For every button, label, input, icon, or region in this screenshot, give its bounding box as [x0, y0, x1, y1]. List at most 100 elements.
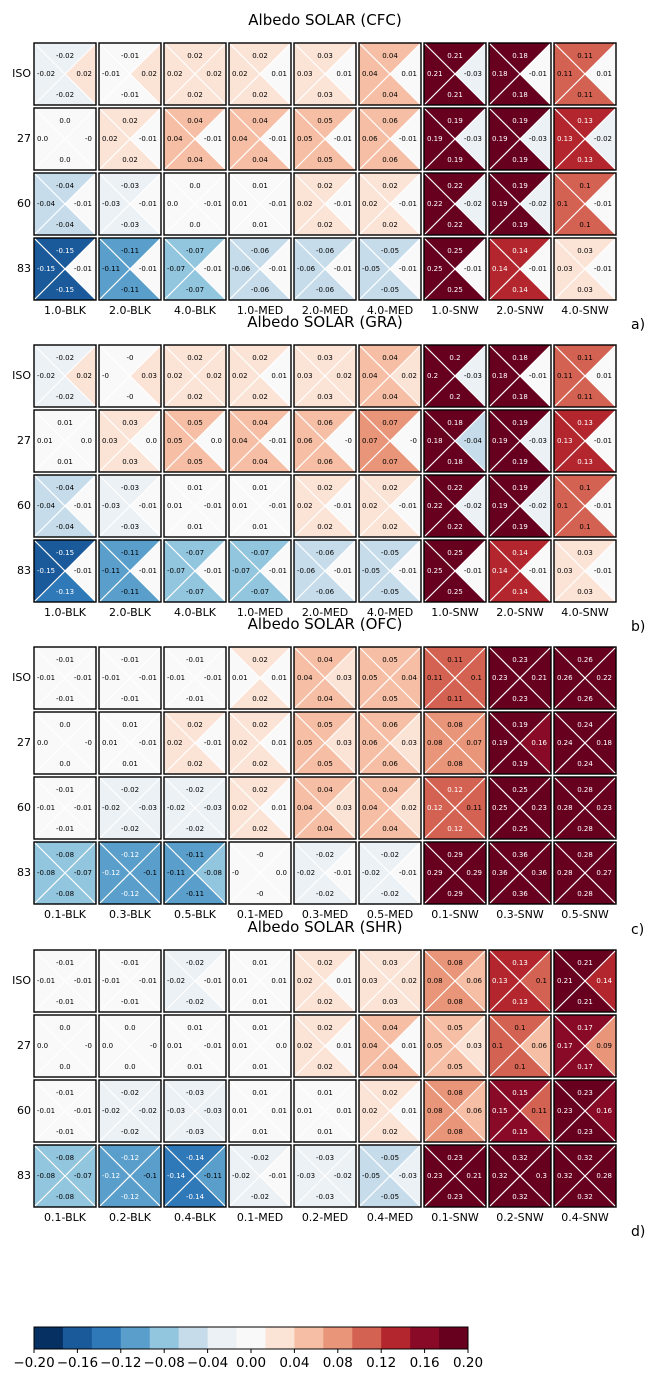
cell-border	[488, 711, 552, 775]
cell-border	[488, 841, 552, 905]
cell-diagonal	[228, 474, 292, 538]
panel-label: a)	[631, 317, 645, 333]
cell-value-label: 0.05	[297, 739, 313, 747]
cell-triangle-right	[325, 1080, 356, 1142]
cell-triangle-left	[229, 475, 260, 537]
cell-value-label: 0.08	[447, 1089, 463, 1097]
cell-triangle-bottom	[359, 139, 421, 170]
cell-border	[228, 474, 292, 538]
cell-triangle-bottom	[294, 571, 356, 602]
cell-value-label: 0.01	[271, 739, 287, 747]
cell-triangle-left	[424, 842, 455, 904]
cell-value-label: 0.3	[536, 1172, 547, 1180]
cell-triangle-bottom	[554, 269, 616, 300]
cell-value-label: -0.03	[464, 135, 482, 143]
cell-triangle-left	[424, 475, 455, 537]
cell-diagonal	[488, 539, 552, 603]
cell-value-label: 0.21	[466, 1172, 482, 1180]
cell-value-label: -0.02	[297, 869, 315, 877]
row-label: 83	[17, 866, 31, 879]
cell-value-label: 0.26	[557, 674, 573, 682]
cell-value-label: -0.14	[167, 1172, 186, 1180]
cell-diagonal	[488, 107, 552, 171]
cell-triangle-left	[229, 1080, 260, 1142]
cell-triangle-top	[34, 1080, 96, 1111]
cell-triangle-right	[585, 647, 616, 709]
cell-triangle-right	[520, 950, 551, 1012]
cell-value-label: 0.19	[512, 484, 528, 492]
cell-triangle-bottom	[359, 204, 421, 235]
heatmap-cell: 0.110.010.110.11	[553, 344, 617, 408]
cell-value-label: -0	[257, 890, 264, 898]
cell-border	[553, 711, 617, 775]
cell-border	[228, 1014, 292, 1078]
cell-triangle-bottom	[229, 204, 291, 235]
cell-value-label: -0.01	[139, 502, 157, 510]
cell-value-label: 0.01	[167, 1042, 183, 1050]
cell-diagonal	[553, 409, 617, 473]
heatmap-cell: -0.05-0.03-0.05-0.05	[358, 1144, 422, 1208]
cell-border	[358, 1144, 422, 1208]
cell-value-label: -0.01	[56, 786, 74, 794]
cell-triangle-right	[130, 173, 161, 235]
cell-value-label: -0.03	[102, 200, 120, 208]
cell-value-label: -0.02	[102, 804, 120, 812]
cell-triangle-left	[424, 540, 455, 602]
heatmap-cell: -0.04-0.01-0.04-0.04	[33, 474, 97, 538]
cell-diagonal	[163, 42, 227, 106]
cell-triangle-bottom	[489, 269, 551, 300]
cell-triangle-right	[520, 475, 551, 537]
cell-value-label: -0.03	[121, 221, 139, 229]
cell-triangle-top	[99, 238, 161, 269]
cell-triangle-bottom	[294, 743, 356, 774]
cell-border	[228, 1144, 292, 1208]
cell-value-label: 0.23	[492, 674, 508, 682]
cell-triangle-left	[229, 1015, 260, 1077]
cell-triangle-left	[554, 345, 585, 407]
cell-triangle-bottom	[554, 74, 616, 105]
cell-triangle-top	[489, 647, 551, 678]
cell-value-label: -0.01	[74, 567, 92, 575]
cell-triangle-bottom	[294, 808, 356, 839]
cell-triangle-bottom	[229, 808, 291, 839]
cell-diagonal	[423, 949, 487, 1013]
cell-value-label: 0.1	[492, 1042, 503, 1050]
heatmap-cell: 0.190.160.190.19	[488, 711, 552, 775]
cell-border	[423, 711, 487, 775]
cell-triangle-left	[164, 108, 195, 170]
cell-value-label: 0.22	[427, 200, 443, 208]
cell-value-label: -0.04	[37, 200, 56, 208]
cell-value-label: -0.07	[186, 588, 204, 596]
cell-triangle-left	[34, 173, 65, 235]
cell-triangle-bottom	[554, 376, 616, 407]
cell-value-label: -0.02	[594, 135, 612, 143]
cell-value-label: -0.01	[102, 70, 120, 78]
cell-border	[163, 237, 227, 301]
cell-value-label: 0.03	[317, 91, 333, 99]
heatmap-cell: -0.05-0.01-0.05-0.05	[358, 237, 422, 301]
cell-triangle-top	[164, 410, 226, 441]
cell-value-label: 0.23	[531, 804, 547, 812]
cell-border	[553, 646, 617, 710]
heatmap-cell: 0.240.180.240.24	[553, 711, 617, 775]
cell-triangle-right	[520, 712, 551, 774]
cell-value-label: 0.13	[577, 458, 593, 466]
cell-value-label: -0.03	[464, 70, 482, 78]
cell-triangle-top	[489, 950, 551, 981]
row-label: 27	[17, 1039, 31, 1052]
column-label: 4.0-BLK	[174, 606, 217, 619]
cell-value-label: 0.02	[336, 372, 352, 380]
cell-triangle-left	[34, 647, 65, 709]
cell-triangle-right	[65, 173, 96, 235]
cell-diagonal	[228, 539, 292, 603]
colorbar-segment	[410, 1327, 440, 1349]
cell-diagonal	[553, 237, 617, 301]
cell-triangle-bottom	[294, 269, 356, 300]
cell-triangle-right	[130, 950, 161, 1012]
cell-value-label: 0.19	[512, 523, 528, 531]
cell-diagonal	[163, 1144, 227, 1208]
cell-value-label: 0.02	[252, 760, 268, 768]
cell-value-label: 0.13	[577, 117, 593, 125]
cell-diagonal	[423, 1014, 487, 1078]
cell-value-label: 0.03	[577, 286, 593, 294]
